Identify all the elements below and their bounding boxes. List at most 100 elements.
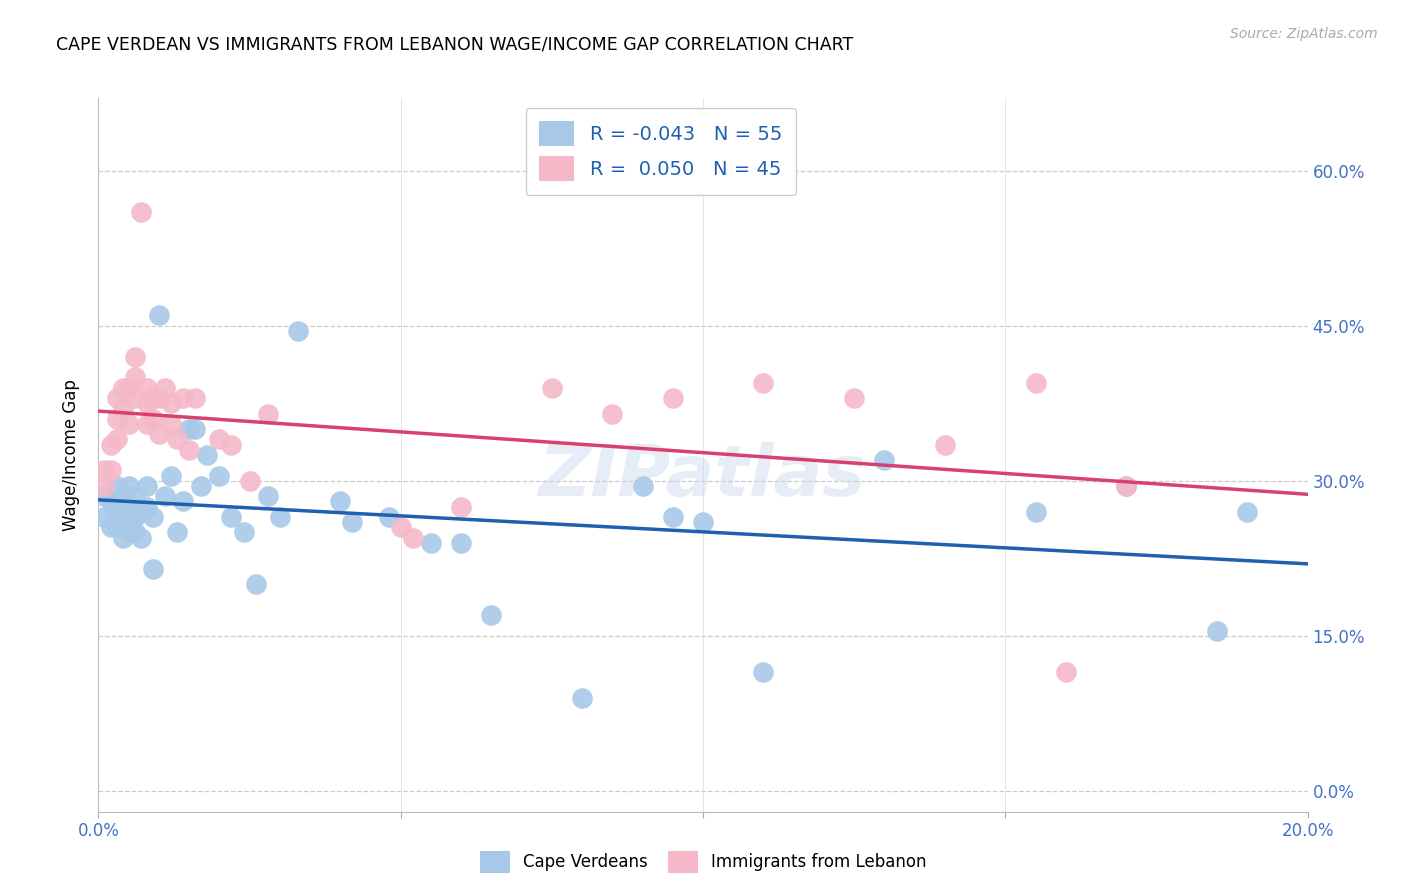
Point xyxy=(105,411,128,425)
Point xyxy=(160,417,183,431)
Point xyxy=(540,381,562,395)
Point xyxy=(934,437,956,451)
Point xyxy=(342,515,364,529)
Point xyxy=(111,381,134,395)
Point xyxy=(135,396,157,410)
Point xyxy=(166,525,188,540)
Legend: Cape Verdeans, Immigrants from Lebanon: Cape Verdeans, Immigrants from Lebanon xyxy=(472,845,934,880)
Point xyxy=(166,433,188,447)
Point xyxy=(118,417,141,431)
Point xyxy=(1054,665,1077,679)
Point xyxy=(111,531,134,545)
Point xyxy=(118,500,141,514)
Y-axis label: Wage/Income Gap: Wage/Income Gap xyxy=(62,379,80,531)
Point xyxy=(118,525,141,540)
Point xyxy=(221,437,243,451)
Point xyxy=(179,422,201,436)
Point xyxy=(1236,505,1258,519)
Point xyxy=(93,510,115,524)
Point xyxy=(111,489,134,503)
Point xyxy=(135,381,157,395)
Point xyxy=(239,474,262,488)
Point xyxy=(142,562,165,576)
Text: CAPE VERDEAN VS IMMIGRANTS FROM LEBANON WAGE/INCOME GAP CORRELATION CHART: CAPE VERDEAN VS IMMIGRANTS FROM LEBANON … xyxy=(56,36,853,54)
Point xyxy=(269,510,291,524)
Point xyxy=(129,505,152,519)
Point xyxy=(124,510,146,524)
Point xyxy=(124,370,146,384)
Point xyxy=(481,608,503,623)
Point xyxy=(602,407,624,421)
Point xyxy=(100,520,122,534)
Legend: R = -0.043   N = 55, R =  0.050   N = 45: R = -0.043 N = 55, R = 0.050 N = 45 xyxy=(526,108,796,194)
Point xyxy=(160,396,183,410)
Point xyxy=(329,494,352,508)
Point xyxy=(420,536,443,550)
Point xyxy=(93,463,115,477)
Point xyxy=(135,417,157,431)
Point xyxy=(142,510,165,524)
Point xyxy=(142,391,165,405)
Point xyxy=(142,411,165,425)
Point xyxy=(179,442,201,457)
Point xyxy=(450,536,472,550)
Point xyxy=(844,391,866,405)
Point xyxy=(148,308,170,322)
Point xyxy=(752,376,775,390)
Point xyxy=(129,205,152,219)
Point xyxy=(135,479,157,493)
Point xyxy=(160,468,183,483)
Point xyxy=(100,437,122,451)
Point xyxy=(135,500,157,514)
Point xyxy=(100,463,122,477)
Point xyxy=(148,391,170,405)
Text: Source: ZipAtlas.com: Source: ZipAtlas.com xyxy=(1230,27,1378,41)
Point xyxy=(450,500,472,514)
Point xyxy=(172,494,194,508)
Point xyxy=(111,401,134,416)
Point xyxy=(256,407,278,421)
Point xyxy=(232,525,254,540)
Point xyxy=(118,510,141,524)
Point xyxy=(1115,479,1137,493)
Point xyxy=(184,391,207,405)
Point xyxy=(105,391,128,405)
Point xyxy=(221,510,243,524)
Point xyxy=(1115,479,1137,493)
Point xyxy=(190,479,212,493)
Point xyxy=(571,690,593,705)
Text: ZIPatlas: ZIPatlas xyxy=(540,442,866,511)
Point xyxy=(153,489,176,503)
Point xyxy=(124,350,146,364)
Point xyxy=(631,479,654,493)
Point xyxy=(124,391,146,405)
Point xyxy=(93,489,115,503)
Point xyxy=(124,489,146,503)
Point xyxy=(100,494,122,508)
Point xyxy=(402,531,425,545)
Point xyxy=(389,520,412,534)
Point xyxy=(692,515,714,529)
Point xyxy=(195,448,218,462)
Point xyxy=(93,479,115,493)
Point xyxy=(124,525,146,540)
Point xyxy=(105,433,128,447)
Point xyxy=(661,391,683,405)
Point xyxy=(256,489,278,503)
Point xyxy=(377,510,399,524)
Point xyxy=(111,510,134,524)
Point xyxy=(148,427,170,442)
Point xyxy=(661,510,683,524)
Point xyxy=(153,381,176,395)
Point xyxy=(287,324,309,338)
Point xyxy=(105,479,128,493)
Point xyxy=(118,479,141,493)
Point xyxy=(172,391,194,405)
Point xyxy=(105,505,128,519)
Point xyxy=(1024,376,1046,390)
Point xyxy=(245,577,267,591)
Point xyxy=(208,433,231,447)
Point xyxy=(1024,505,1046,519)
Point xyxy=(105,520,128,534)
Point xyxy=(1206,624,1229,638)
